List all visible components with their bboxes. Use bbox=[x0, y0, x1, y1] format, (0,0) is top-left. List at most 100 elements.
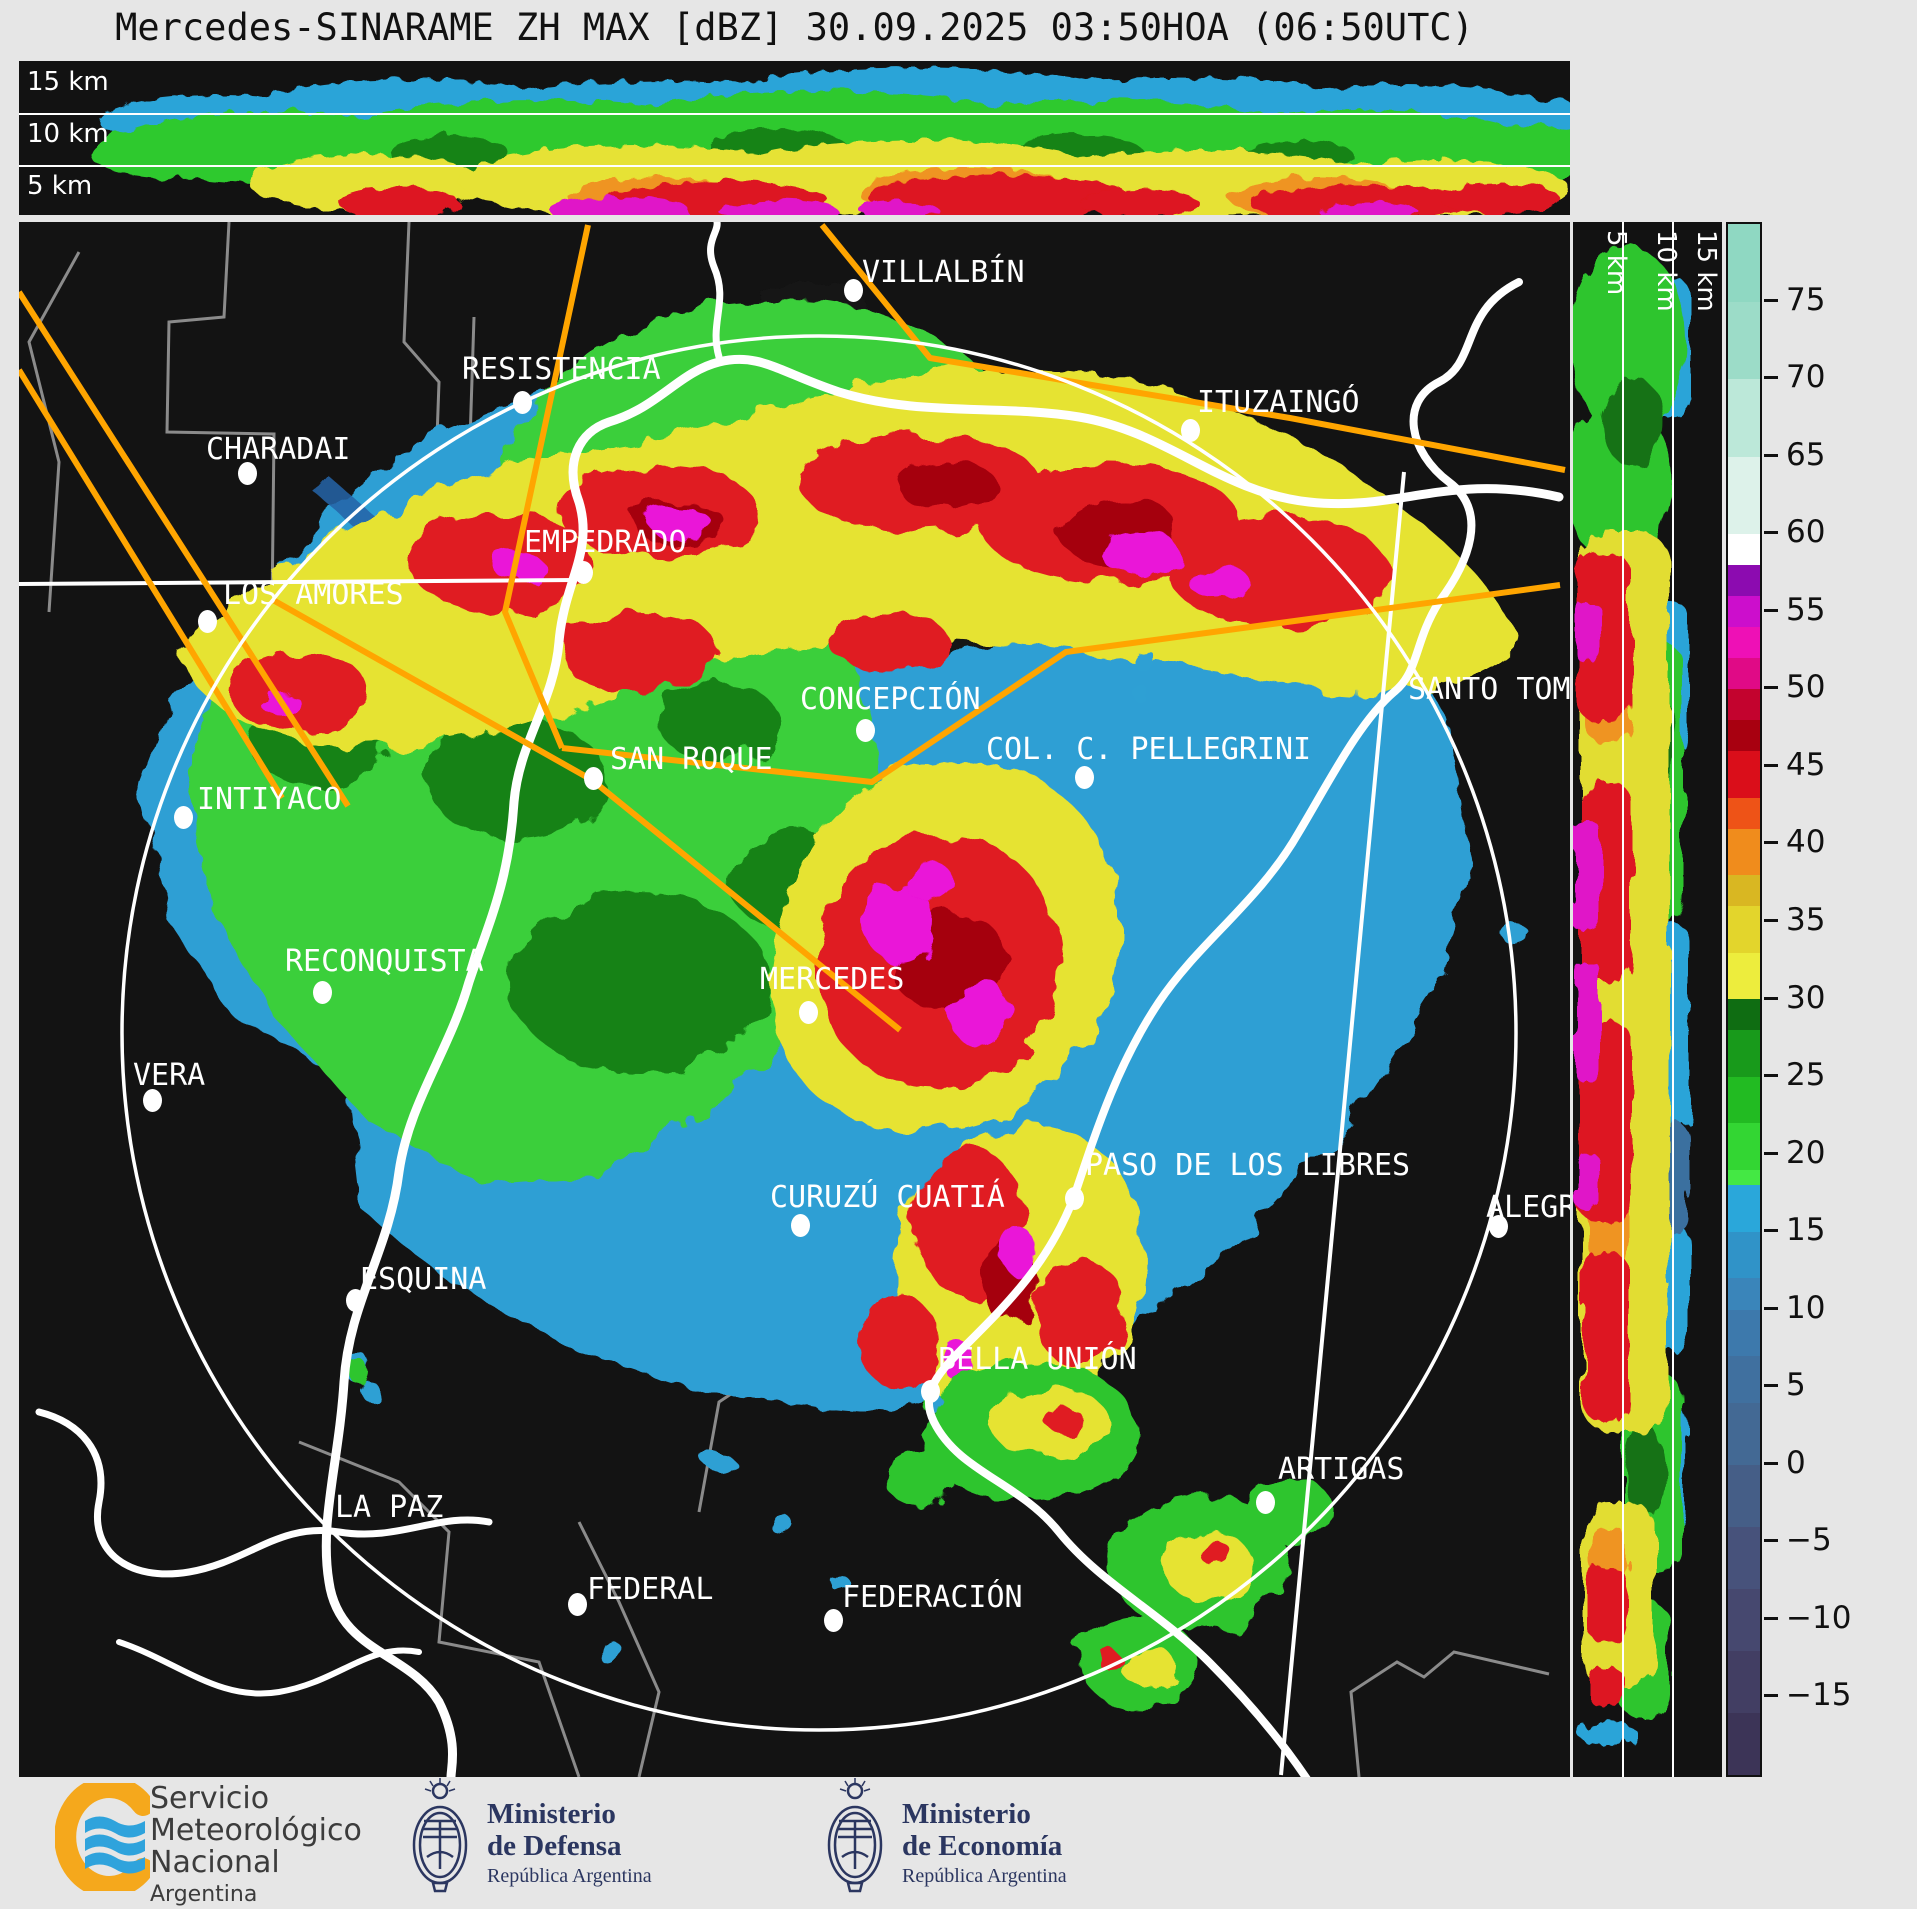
city-dot bbox=[174, 806, 193, 829]
city-label: ITUZAINGÓ bbox=[1197, 385, 1360, 420]
city-dot bbox=[1181, 419, 1200, 442]
colorbar-band-48-50dBZ bbox=[1728, 689, 1760, 721]
colorbar-band--12--8dBZ bbox=[1728, 1588, 1760, 1651]
economia-line-1: Ministerio bbox=[902, 1798, 1031, 1830]
colorbar-band-65-70dBZ bbox=[1728, 379, 1760, 457]
city-label: RECONQUISTA bbox=[285, 944, 484, 979]
city-label: ESQUINA bbox=[360, 1262, 487, 1297]
rivers bbox=[35, 222, 1564, 1777]
colorbar-tick-label: 0 bbox=[1786, 1444, 1806, 1481]
city-label: LOS AMORES bbox=[223, 577, 404, 612]
city-dot bbox=[856, 719, 875, 742]
city-label: ARTIGAS bbox=[1278, 1452, 1405, 1487]
colorbar-band--16--12dBZ bbox=[1728, 1650, 1760, 1713]
colorbar-tick-mark bbox=[1764, 686, 1778, 690]
city-dot bbox=[198, 610, 217, 633]
colorbar-tick-label: 5 bbox=[1786, 1367, 1806, 1404]
colorbar-tick-label: 60 bbox=[1786, 514, 1826, 551]
city-label: CONCEPCIÓN bbox=[800, 682, 981, 717]
altitude-label-10km: 10 km bbox=[27, 119, 109, 149]
economia-coat-of-arms-icon bbox=[827, 1778, 883, 1893]
city-dot bbox=[1256, 1491, 1275, 1514]
city-dot bbox=[143, 1089, 162, 1112]
colorbar-tick-label: 40 bbox=[1786, 824, 1826, 861]
altitude-line-10km bbox=[19, 113, 1570, 115]
city-label: SANTO TOMÉ bbox=[1408, 672, 1570, 707]
defensa-line-1: Ministerio bbox=[487, 1798, 616, 1830]
colorbar-band-50-52dBZ bbox=[1728, 658, 1760, 690]
colorbar-tick-mark bbox=[1764, 608, 1778, 612]
smn-logo-icon bbox=[55, 1783, 150, 1891]
city-dot bbox=[844, 279, 863, 302]
colorbar-tick-label: 20 bbox=[1786, 1134, 1826, 1171]
colorbar-band-52-54dBZ bbox=[1728, 627, 1760, 659]
colorbar-band-28-30dBZ bbox=[1728, 999, 1760, 1031]
colorbar-band-38-41dBZ bbox=[1728, 828, 1760, 876]
product-title: Mercedes-SINARAME ZH MAX [dBZ] 30.09.202… bbox=[115, 6, 1474, 49]
city-label: EMPEDRADO bbox=[524, 525, 687, 560]
colorbar-tick-label: 55 bbox=[1786, 591, 1826, 628]
colorbar-band-15-18dBZ bbox=[1728, 1185, 1760, 1232]
colorbar-band--20--16dBZ bbox=[1728, 1712, 1760, 1775]
colorbar-band-4-7dBZ bbox=[1728, 1356, 1760, 1403]
city-dot bbox=[1065, 1187, 1084, 1210]
colorbar-band-36-38dBZ bbox=[1728, 875, 1760, 907]
right-cross-section-echoes bbox=[1573, 222, 1691, 1777]
city-dot bbox=[574, 561, 593, 584]
altitude-label-10km-vertical: 10 km bbox=[1651, 230, 1681, 312]
colorbar-tick-mark bbox=[1764, 1306, 1778, 1310]
colorbar-band--8--4dBZ bbox=[1728, 1526, 1760, 1589]
colorbar-tick-label: 50 bbox=[1786, 669, 1826, 706]
radar-map: VILLALBÍN RESISTENCIA ITUZAINGÓ CHARADAI EMP… bbox=[19, 222, 1570, 1777]
colorbar-band-18-19dBZ bbox=[1728, 1169, 1760, 1186]
altitude-label-5km: 5 km bbox=[27, 171, 93, 201]
city-label: BELLA UNIÓN bbox=[938, 1342, 1137, 1377]
colorbar-tick-mark bbox=[1764, 376, 1778, 380]
top-cross-section-echoes bbox=[19, 68, 1570, 215]
colorbar-tick-mark bbox=[1764, 1074, 1778, 1078]
colorbar-band-54-56dBZ bbox=[1728, 596, 1760, 628]
colorbar-tick-mark bbox=[1764, 1229, 1778, 1233]
colorbar-band-0-4dBZ bbox=[1728, 1402, 1760, 1465]
right-cross-section-panel: 5 km 10 km 15 km bbox=[1573, 222, 1722, 1777]
city-dot bbox=[346, 1289, 365, 1312]
colorbar-band-7-10dBZ bbox=[1728, 1309, 1760, 1357]
city-label: CURUZÚ CUATIÁ bbox=[770, 1180, 1005, 1215]
city-dot bbox=[799, 1001, 818, 1024]
colorbar-band-75-80dBZ bbox=[1728, 224, 1760, 302]
city-dot bbox=[791, 1214, 810, 1237]
smn-line-2: Meteorológico bbox=[150, 1813, 362, 1849]
radar-map-graphics bbox=[19, 222, 1566, 1777]
defensa-sub: República Argentina bbox=[487, 1864, 652, 1887]
colorbar-band-56-58dBZ bbox=[1728, 565, 1760, 597]
economia-logo-text: Ministerio de Economía República Argenti… bbox=[902, 1798, 1067, 1888]
altitude-label-5km-vertical: 5 km bbox=[1601, 230, 1631, 296]
footer: Servicio Meteorológico Nacional Argentin… bbox=[0, 1777, 1917, 1909]
colorbar-tick-label: 10 bbox=[1786, 1289, 1826, 1326]
colorbar-tick-mark bbox=[1764, 1694, 1778, 1698]
colorbar-band-60-65dBZ bbox=[1728, 456, 1760, 535]
city-dot bbox=[568, 1593, 587, 1616]
smn-line-3: Nacional bbox=[150, 1845, 280, 1881]
colorbar-tick-mark bbox=[1764, 1616, 1778, 1620]
colorbar-tick-label: 30 bbox=[1786, 979, 1826, 1016]
colorbar-tick-mark bbox=[1764, 298, 1778, 302]
city-dot bbox=[1489, 1215, 1508, 1238]
smn-logo-text: Servicio Meteorológico Nacional Argentin… bbox=[150, 1781, 362, 1907]
smn-line-1: Servicio bbox=[150, 1781, 270, 1816]
colorbar-tick-label: 75 bbox=[1786, 281, 1826, 318]
colorbar-tick-mark bbox=[1764, 996, 1778, 1000]
colorbar-tick-mark bbox=[1764, 1539, 1778, 1543]
defensa-logo-text: Ministerio de Defensa República Argentin… bbox=[487, 1798, 652, 1888]
city-label: CHARADAI bbox=[206, 432, 351, 467]
economia-line-2: de Economía bbox=[902, 1829, 1063, 1862]
colorbar-band--4-0dBZ bbox=[1728, 1464, 1760, 1527]
top-cross-section-panel: 15 km 10 km 5 km bbox=[19, 61, 1570, 215]
city-dot bbox=[313, 981, 332, 1004]
reflectivity-colorbar bbox=[1726, 222, 1762, 1777]
city-label: RESISTENCIA bbox=[462, 352, 661, 387]
colorbar-band-70-75dBZ bbox=[1728, 301, 1760, 380]
colorbar-band-30-33dBZ bbox=[1728, 952, 1760, 1000]
altitude-label-15km-vertical: 15 km bbox=[1691, 230, 1721, 312]
